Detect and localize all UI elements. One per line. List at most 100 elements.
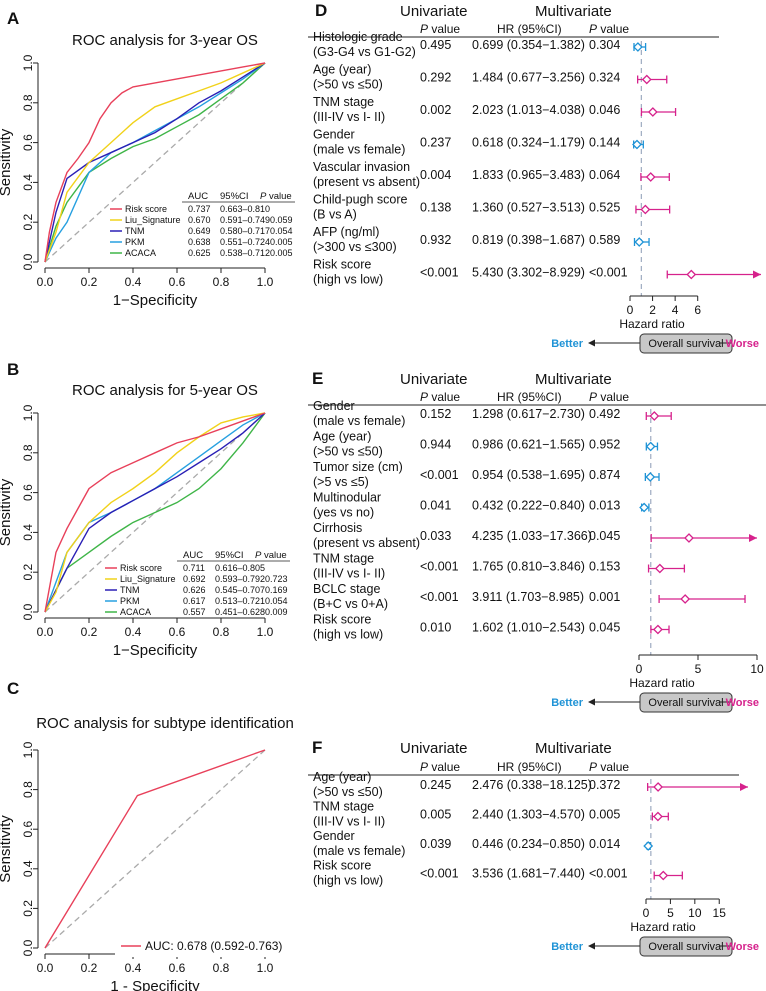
row-label: Multinodular — [313, 491, 381, 505]
x-tick-label: 15 — [713, 906, 727, 920]
better-arrow-head — [588, 698, 595, 706]
ci-arrow — [740, 783, 748, 791]
forest-row: Risk score(high vs low) <0.001 3.536 (1.68… — [313, 859, 683, 888]
legend: AUC: 0.678 (0.592-0.763) — [115, 935, 290, 957]
legend-p: 0.009 — [265, 607, 288, 617]
row-sublabel: (present vs absent) — [313, 536, 420, 550]
legend-ci: 0.580–0.717 — [220, 226, 270, 236]
header-univariate: Univariate — [400, 3, 468, 20]
legend-ci: 0.513–0.721 — [215, 596, 265, 606]
row-p-multi: 0.304 — [589, 38, 620, 52]
header-multivariate: Multivariate — [535, 3, 612, 20]
forest-row: Vascular invasion(present vs absent) 0.00… — [313, 160, 670, 189]
y-axis-label: Sensitivity — [0, 478, 14, 546]
row-p-uni: 0.152 — [420, 407, 451, 421]
row-sublabel: (high vs low) — [313, 874, 383, 888]
row-p-uni: 0.237 — [420, 136, 451, 150]
hr-point — [652, 811, 663, 822]
x-tick-label: 5 — [667, 906, 674, 920]
x-tick-label: 0.6 — [169, 275, 186, 289]
forest-row: Cirrhosis(present vs absent) 0.033 4.235 (… — [313, 521, 757, 550]
x-tick-label: 0.2 — [81, 961, 98, 975]
forest-row: Age (year)(>50 vs ≤50) 0.944 0.986 (0.621−… — [313, 430, 659, 459]
legend-name: Liu_Signature — [120, 574, 176, 584]
legend-header-ci: 95%CI — [215, 550, 244, 561]
legend-auc: 0.649 — [188, 226, 211, 236]
y-tick-label: 0.0 — [21, 603, 35, 620]
row-p-multi: 0.372 — [589, 778, 620, 792]
hr-point — [634, 237, 645, 247]
row-label: TNM stage — [313, 800, 374, 814]
row-label: TNM stage — [313, 95, 374, 109]
row-sublabel: (III-IV vs I- II) — [313, 567, 385, 581]
hazard-ratio-label: Hazard ratio — [619, 317, 685, 331]
legend-name: Liu_Signature — [125, 215, 181, 225]
chart-title: ROC analysis for 3-year OS — [72, 32, 258, 49]
x-tick-label: 0.4 — [125, 625, 142, 639]
legend-auc: 0.711 — [183, 563, 205, 573]
row-p-uni: 0.944 — [420, 438, 451, 452]
x-tick-label: 0.2 — [81, 275, 98, 289]
legend-p: 0.005 — [270, 237, 293, 247]
forest-row: Age (year)(>50 vs ≤50) 0.292 1.484 (0.677−… — [313, 63, 668, 92]
row-label: Risk score — [313, 258, 371, 272]
legend-auc-text: AUC: 0.678 (0.592-0.763) — [145, 939, 282, 953]
y-tick-label: 0.6 — [21, 821, 35, 838]
y-tick-label: 1.0 — [21, 404, 35, 421]
legend-auc: 0.557 — [183, 607, 206, 617]
row-label: Histologic grade — [313, 30, 403, 44]
row-p-multi: 0.324 — [589, 71, 620, 85]
row-p-uni: 0.033 — [420, 529, 451, 543]
row-p-multi: 0.014 — [589, 837, 620, 851]
row-label: Tumor size (cm) — [313, 460, 403, 474]
roc-line-risk-score — [44, 62, 266, 263]
row-p-multi: 0.492 — [589, 407, 620, 421]
legend-ci: 0.451–0.628 — [215, 607, 265, 617]
better-arrow-head — [588, 942, 595, 950]
row-p-multi: 0.144 — [589, 136, 620, 150]
row-p-multi: 0.064 — [589, 168, 620, 182]
better-arrow-head — [588, 339, 595, 347]
row-p-uni: 0.041 — [420, 499, 451, 513]
y-tick-label: 0.6 — [21, 484, 35, 501]
row-p-multi: 0.001 — [589, 590, 620, 604]
y-tick-label: 0.8 — [21, 94, 35, 111]
row-sublabel: (III-IV vs I- II) — [313, 815, 385, 829]
row-label: Risk score — [313, 613, 371, 627]
row-p-uni: <0.001 — [420, 266, 459, 280]
row-hr-ci: 1.484 (0.677−3.256) — [472, 71, 585, 85]
row-p-uni: <0.001 — [420, 560, 459, 574]
hr-point — [652, 624, 663, 635]
row-hr-ci: 1.833 (0.965−3.483) — [472, 168, 585, 182]
y-tick-label: 0.2 — [21, 564, 35, 581]
y-tick-label: 0.6 — [21, 134, 35, 151]
row-hr-ci: 1.360 (0.527−3.513) — [472, 201, 585, 215]
legend-p: 0.054 — [270, 226, 293, 236]
header-p-multi: P value — [589, 390, 629, 404]
chart-title: ROC analysis for subtype identification — [36, 715, 294, 732]
legend-ci: 0.551–0.724 — [220, 237, 270, 247]
row-sublabel: (>5 vs ≤5) — [313, 475, 369, 489]
forest-row: TNM stage(III-IV vs I- II) 0.002 2.023 (1.… — [313, 95, 677, 124]
row-hr-ci: 1.602 (1.010−2.543) — [472, 621, 585, 635]
legend-p: 0.723 — [265, 574, 288, 584]
worse-label: Worse — [726, 338, 759, 350]
legend-auc: 0.638 — [188, 237, 211, 247]
roc-panel-A: A ROC analysis for 3-year OS 0.00.0 0.2 0.2 0… — [0, 9, 295, 309]
forest-row: TNM stage(III-IV vs I- II) <0.001 1.765 (0… — [313, 552, 686, 581]
x-axis-label: 1 - Specificity — [110, 978, 200, 991]
row-hr-ci: 1.298 (0.617−2.730) — [472, 407, 585, 421]
legend-p: 0.054 — [265, 596, 288, 606]
hazard-ratio-label: Hazard ratio — [630, 920, 696, 934]
x-tick-label: 1.0 — [257, 961, 274, 975]
row-sublabel: (B vs A) — [313, 208, 357, 222]
roc-line-liu-signature — [44, 62, 266, 263]
row-label: Age (year) — [313, 63, 371, 77]
y-axis-label: Sensitivity — [0, 128, 14, 196]
row-hr-ci: 0.446 (0.234−0.850) — [472, 837, 585, 851]
header-p-multi: P value — [589, 22, 629, 36]
row-sublabel: (male vs female) — [313, 414, 405, 428]
row-sublabel: (high vs low) — [313, 273, 383, 287]
row-p-multi: <0.001 — [589, 867, 628, 881]
row-label: Gender — [313, 399, 355, 413]
